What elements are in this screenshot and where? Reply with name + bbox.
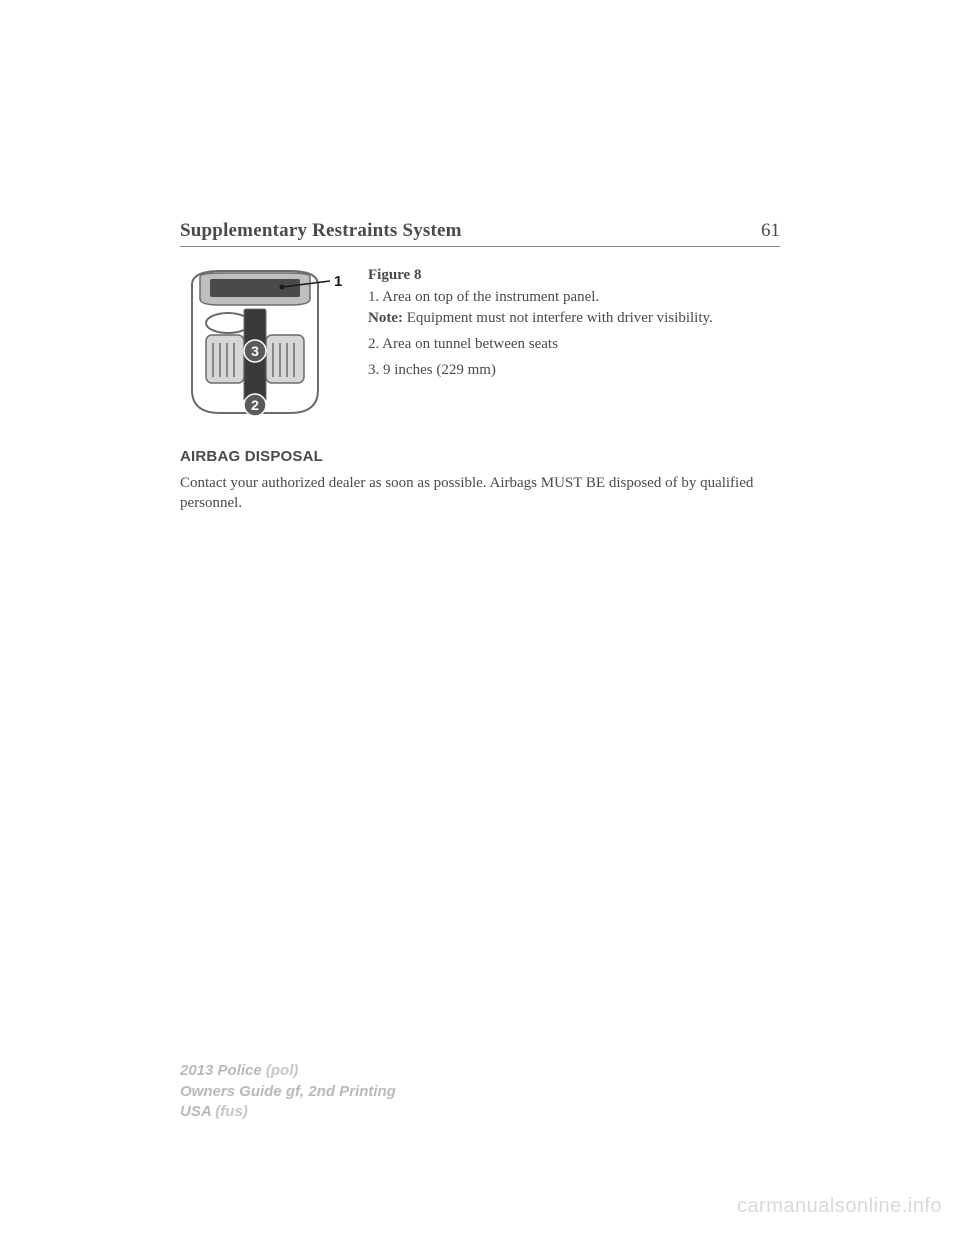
footer-line-1: 2013 Police (pol) [180, 1061, 396, 1081]
callout-3-label: 3 [251, 343, 259, 359]
figure-8-caption: Figure 8 1. Area on top of the instrumen… [368, 265, 780, 420]
footer-line-3: USA (fus) [180, 1102, 396, 1122]
callout-2-label: 2 [251, 397, 259, 413]
figure-item-1: 1. Area on top of the instrument panel. … [368, 287, 780, 328]
page-content: Supplementary Restraints System 61 [0, 0, 960, 514]
section-body: Contact your authorized dealer as soon a… [180, 473, 780, 514]
page-footer: 2013 Police (pol) Owners Guide gf, 2nd P… [180, 1061, 396, 1122]
figure-8-diagram: 1 3 2 [180, 265, 350, 420]
section-heading-airbag-disposal: AIRBAG DISPOSAL [180, 448, 780, 465]
watermark: carmanualsonline.info [737, 1195, 942, 1218]
page-number: 61 [761, 220, 780, 242]
chapter-title: Supplementary Restraints System [180, 220, 462, 242]
footer-line-2: Owners Guide gf, 2nd Printing [180, 1082, 396, 1102]
callout-1-label: 1 [334, 273, 342, 290]
figure-item-2: 2. Area on tunnel between seats [368, 334, 780, 354]
figure-title: Figure 8 [368, 265, 780, 285]
figure-item-3: 3. 9 inches (229 mm) [368, 360, 780, 380]
figure-8-block: 1 3 2 Figure 8 1. Area on top of the ins… [180, 265, 780, 420]
page-header: Supplementary Restraints System 61 [180, 220, 780, 247]
note-label: Note: [368, 310, 403, 326]
